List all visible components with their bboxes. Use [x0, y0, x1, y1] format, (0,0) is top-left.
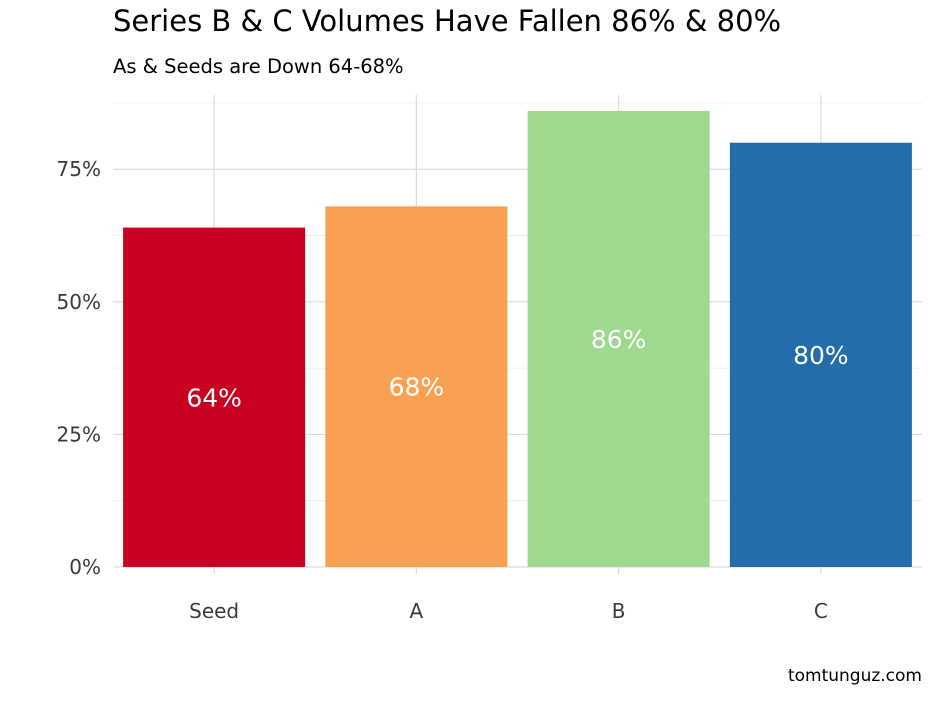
data-label: 64% — [186, 383, 242, 412]
y-tick-label: 0% — [69, 555, 101, 579]
x-axis-labels: Seed A B C — [189, 599, 828, 623]
data-labels: 64% 68% 86% 80% — [186, 325, 848, 412]
source-caption: tomtunguz.com — [787, 666, 922, 686]
chart-title: Series B & C Volumes Have Fallen 86% & 8… — [113, 4, 782, 38]
data-label: 86% — [591, 325, 647, 354]
bar-b — [527, 110, 710, 568]
data-label: 80% — [793, 341, 849, 370]
y-tick-label: 50% — [57, 290, 101, 314]
chart-subtitle: As & Seeds are Down 64-68% — [113, 55, 404, 78]
x-tick-label: Seed — [189, 599, 239, 623]
bar-a — [325, 206, 508, 567]
bar-c — [729, 142, 912, 567]
bar-seed — [123, 227, 306, 567]
bars — [123, 110, 912, 568]
data-label: 68% — [389, 373, 445, 402]
x-tick-label: A — [410, 599, 424, 623]
y-axis-labels: 0% 25% 50% 75% — [57, 157, 101, 579]
x-tick-label: B — [612, 599, 626, 623]
x-tick-label: C — [814, 599, 828, 623]
y-tick-label: 75% — [57, 157, 101, 181]
y-tick-label: 25% — [57, 422, 101, 446]
